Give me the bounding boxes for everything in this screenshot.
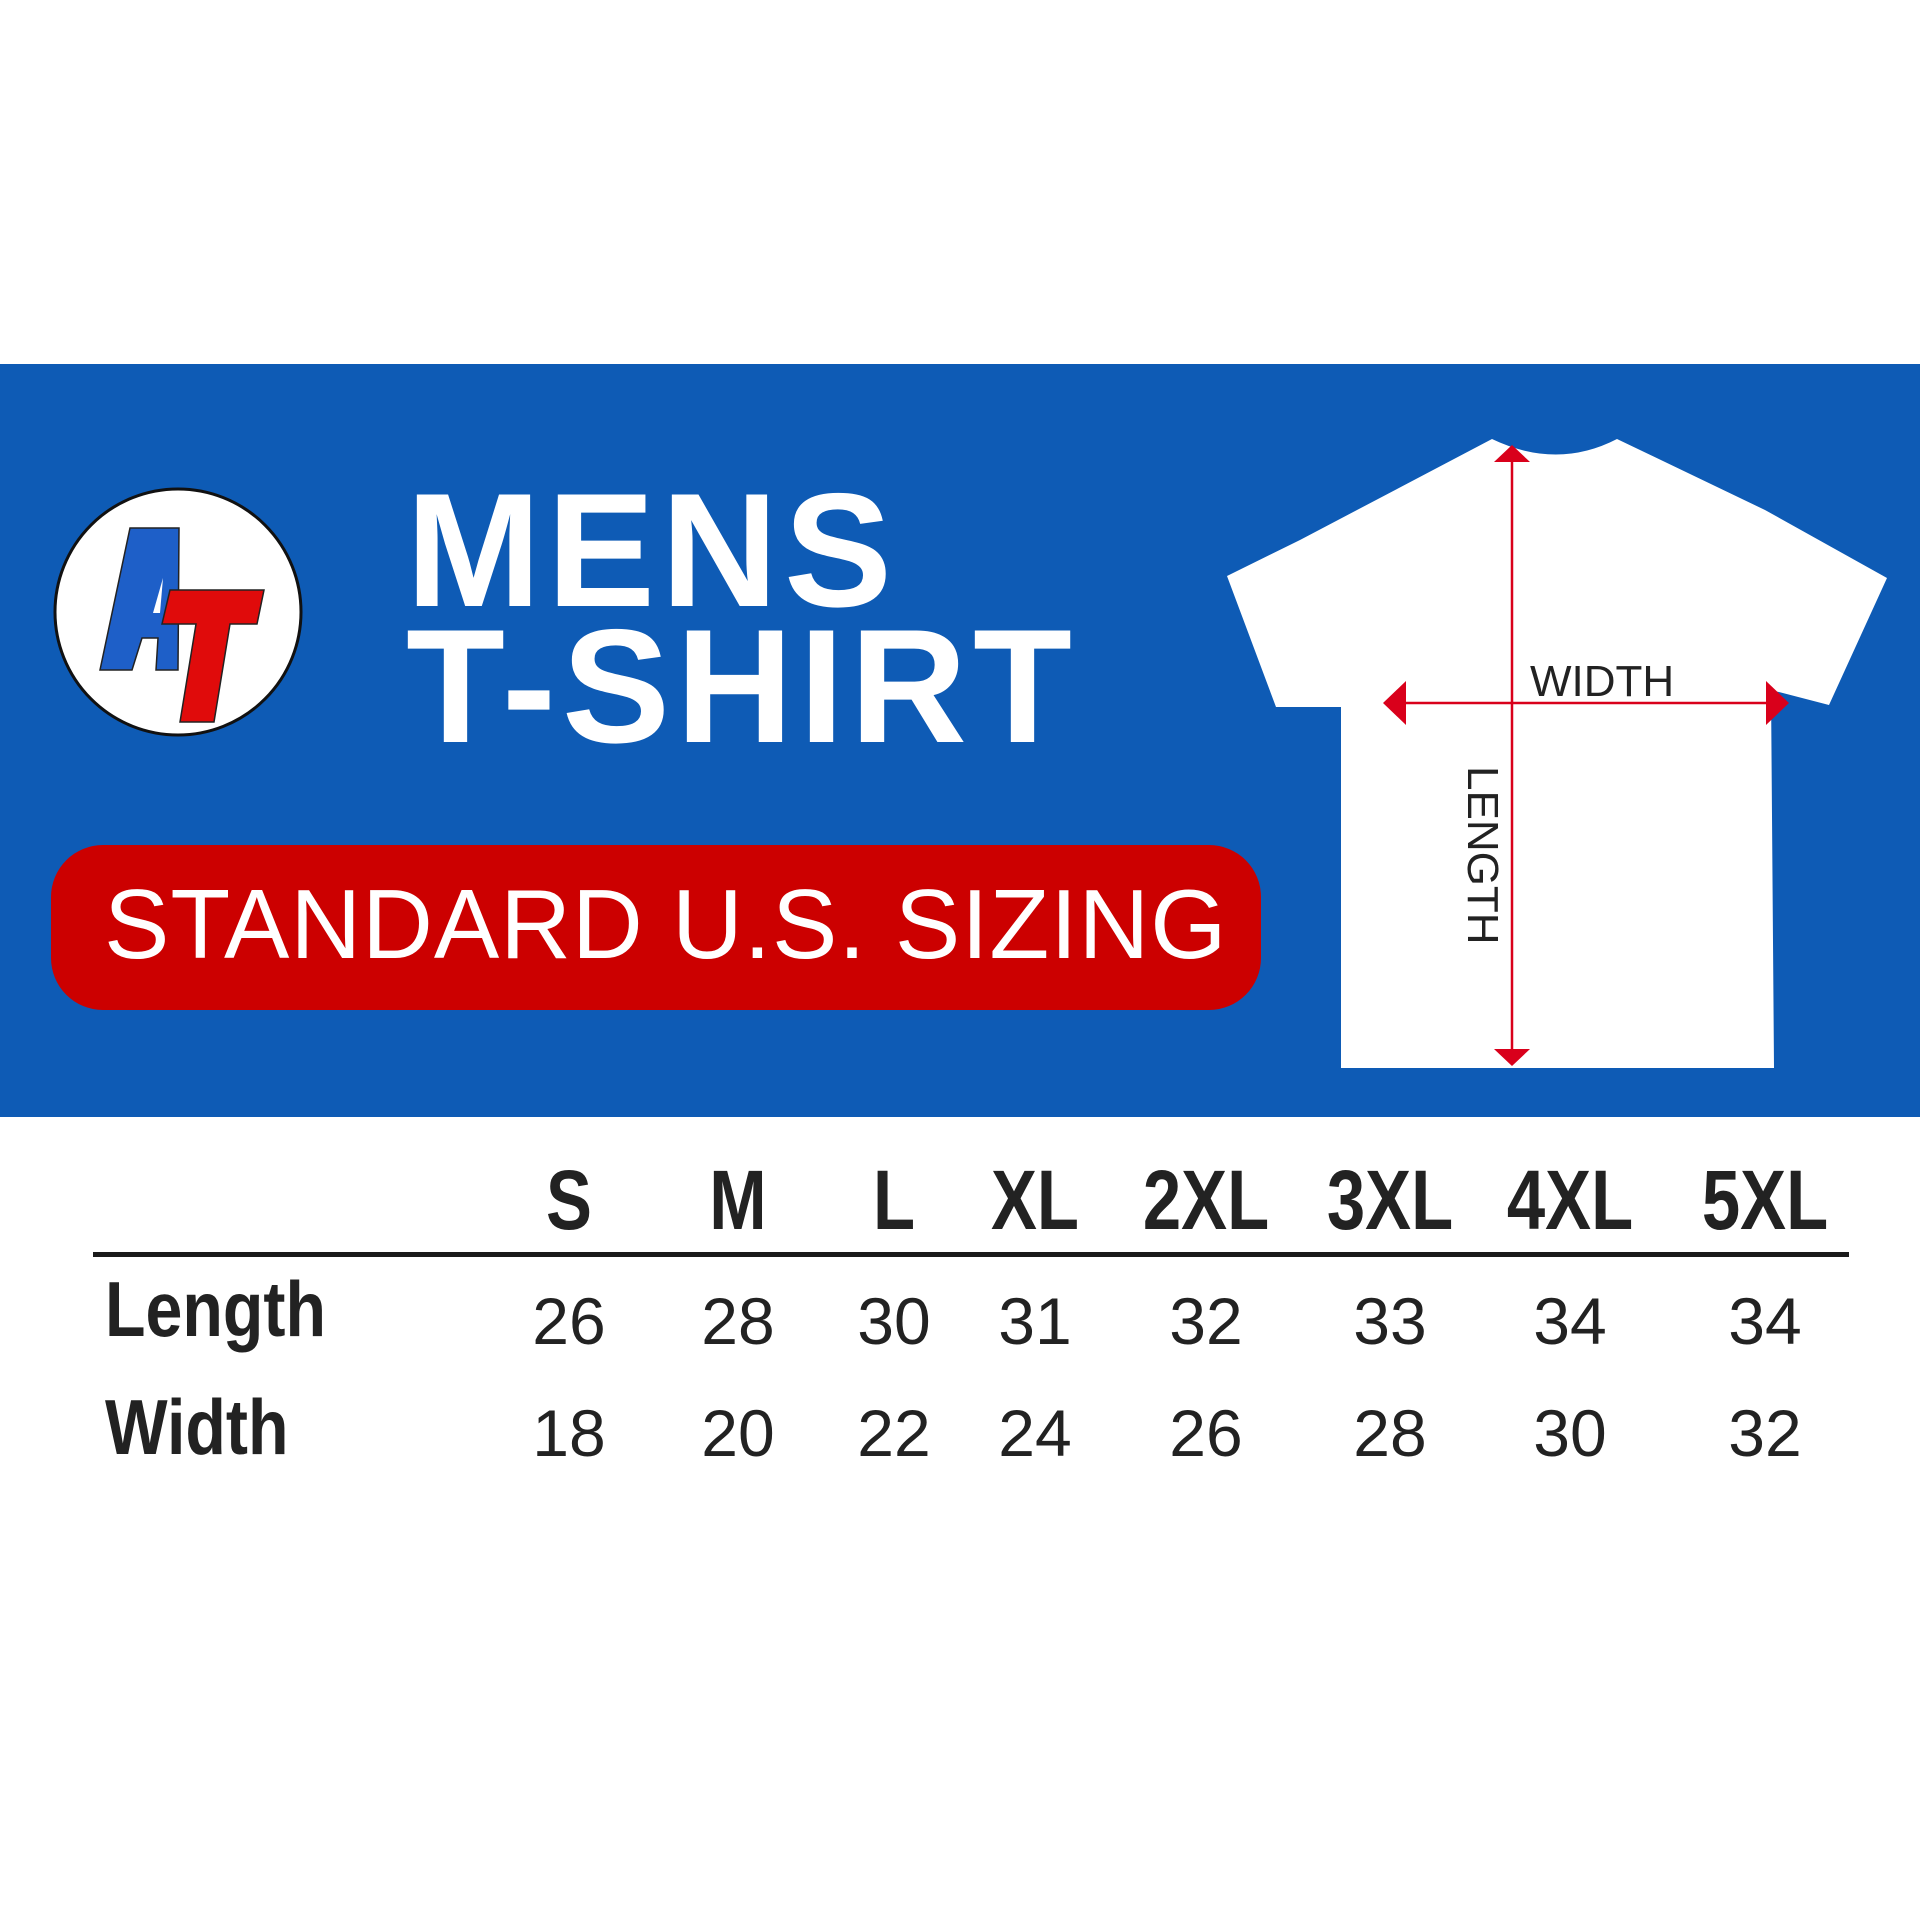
sizing-badge-label: STANDARD U.S. SIZING [104, 869, 1228, 979]
width-cell: 24 [998, 1396, 1072, 1470]
size-header: 5XL [1701, 1153, 1829, 1247]
width-cell: 26 [1169, 1396, 1243, 1470]
brand-logo [53, 487, 303, 737]
size-header: L [872, 1153, 916, 1247]
length-cell: 28 [701, 1284, 775, 1358]
length-cell: 32 [1169, 1284, 1243, 1358]
size-header: 3XL [1326, 1153, 1454, 1247]
tshirt-shape [1227, 439, 1887, 1068]
width-cell: 32 [1728, 1396, 1802, 1470]
width-cell: 22 [857, 1396, 931, 1470]
length-cell: 33 [1353, 1284, 1427, 1358]
row-label-width: Width [105, 1383, 289, 1471]
width-cell: 18 [532, 1396, 606, 1470]
length-arrow [1494, 445, 1530, 1066]
length-cell: 26 [532, 1284, 606, 1358]
header-divider [93, 1252, 1849, 1257]
size-header: XL [990, 1153, 1080, 1247]
width-cell: 20 [701, 1396, 775, 1470]
length-cell: 30 [857, 1284, 931, 1358]
sizing-badge: STANDARD U.S. SIZING [51, 845, 1261, 1010]
width-arrow [1383, 681, 1789, 725]
length-label: LENGTH [1458, 766, 1507, 944]
width-cell: 28 [1353, 1396, 1427, 1470]
title-line-1: MENS [406, 460, 899, 641]
row-label-length: Length [105, 1265, 326, 1353]
size-header: M [709, 1153, 767, 1247]
size-header: 4XL [1506, 1153, 1634, 1247]
length-cell: 34 [1533, 1284, 1607, 1358]
size-header: 2XL [1142, 1153, 1270, 1247]
width-label: WIDTH [1530, 657, 1674, 706]
width-cell: 30 [1533, 1396, 1607, 1470]
size-header: S [546, 1153, 592, 1247]
length-cell: 31 [998, 1284, 1072, 1358]
length-cell: 34 [1728, 1284, 1802, 1358]
title-line-2: T-SHIRT [406, 596, 1078, 777]
